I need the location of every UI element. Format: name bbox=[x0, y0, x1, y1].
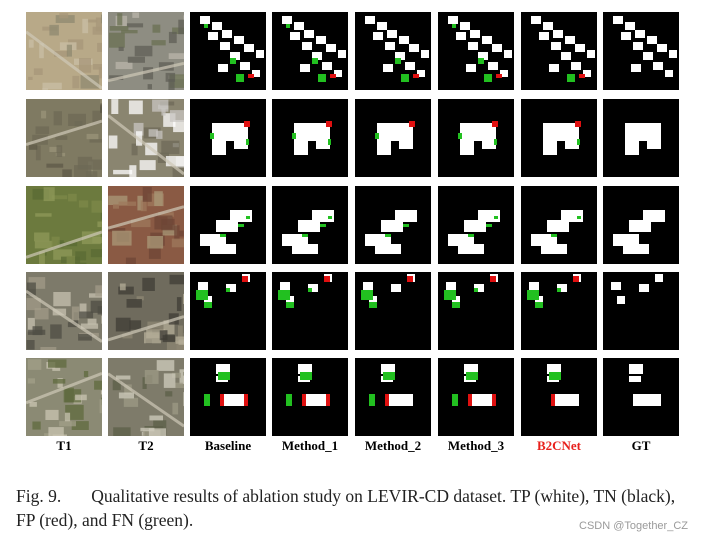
column-label-gt: GT bbox=[631, 438, 651, 453]
image-tile-t2-row3 bbox=[108, 186, 184, 264]
change-map-method1-row3 bbox=[272, 186, 348, 264]
image-tile-t2-row4 bbox=[108, 272, 184, 350]
change-map-method2-row3 bbox=[355, 186, 431, 264]
column-label-method1: Method_1 bbox=[281, 438, 339, 453]
change-map-method2-row2 bbox=[355, 99, 431, 177]
image-tile-t2-row2 bbox=[108, 99, 184, 177]
change-map-method2-row5 bbox=[355, 358, 431, 436]
change-map-gt-row2 bbox=[603, 99, 679, 177]
column-label-t1: T1 bbox=[56, 438, 72, 453]
image-tile-t1-row2 bbox=[26, 99, 102, 177]
image-tile-t1-row1 bbox=[26, 12, 102, 90]
change-map-gt-row5 bbox=[603, 358, 679, 436]
change-map-b2cnet-row1 bbox=[521, 12, 597, 90]
change-map-baseline-row2 bbox=[190, 99, 266, 177]
image-tile-t2-row1 bbox=[108, 12, 184, 90]
change-map-method3-row1 bbox=[438, 12, 514, 90]
change-map-b2cnet-row2 bbox=[521, 99, 597, 177]
image-tile-t2-row5 bbox=[108, 358, 184, 436]
change-map-method1-row5 bbox=[272, 358, 348, 436]
change-map-method2-row1 bbox=[355, 12, 431, 90]
change-map-method1-row2 bbox=[272, 99, 348, 177]
caption-text: Qualitative results of ablation study on… bbox=[16, 486, 676, 530]
change-map-method2-row4 bbox=[355, 272, 431, 350]
figure-caption: Fig. 9. Qualitative results of ablation s… bbox=[16, 484, 688, 532]
image-tile-t1-row4 bbox=[26, 272, 102, 350]
column-label-method3: Method_3 bbox=[447, 438, 505, 453]
change-map-b2cnet-row5 bbox=[521, 358, 597, 436]
change-map-method1-row4 bbox=[272, 272, 348, 350]
column-label-t2: T2 bbox=[138, 438, 154, 453]
change-map-b2cnet-row3 bbox=[521, 186, 597, 264]
change-map-b2cnet-row4 bbox=[521, 272, 597, 350]
image-tile-t1-row3 bbox=[26, 186, 102, 264]
column-label-b2cnet: B2CNet bbox=[536, 438, 582, 453]
change-map-gt-row1 bbox=[603, 12, 679, 90]
image-tile-t1-row5 bbox=[26, 358, 102, 436]
change-map-method3-row2 bbox=[438, 99, 514, 177]
column-label-method2: Method_2 bbox=[364, 438, 422, 453]
change-map-method3-row3 bbox=[438, 186, 514, 264]
change-map-baseline-row4 bbox=[190, 272, 266, 350]
change-map-baseline-row5 bbox=[190, 358, 266, 436]
change-map-method3-row4 bbox=[438, 272, 514, 350]
figure-number: Fig. 9. bbox=[16, 486, 62, 506]
change-map-method3-row5 bbox=[438, 358, 514, 436]
change-map-method1-row1 bbox=[272, 12, 348, 90]
change-map-baseline-row1 bbox=[190, 12, 266, 90]
change-map-gt-row3 bbox=[603, 186, 679, 264]
change-map-baseline-row3 bbox=[190, 186, 266, 264]
column-label-baseline: Baseline bbox=[204, 438, 252, 453]
watermark: CSDN @Together_CZ bbox=[579, 520, 688, 532]
change-map-gt-row4 bbox=[603, 272, 679, 350]
